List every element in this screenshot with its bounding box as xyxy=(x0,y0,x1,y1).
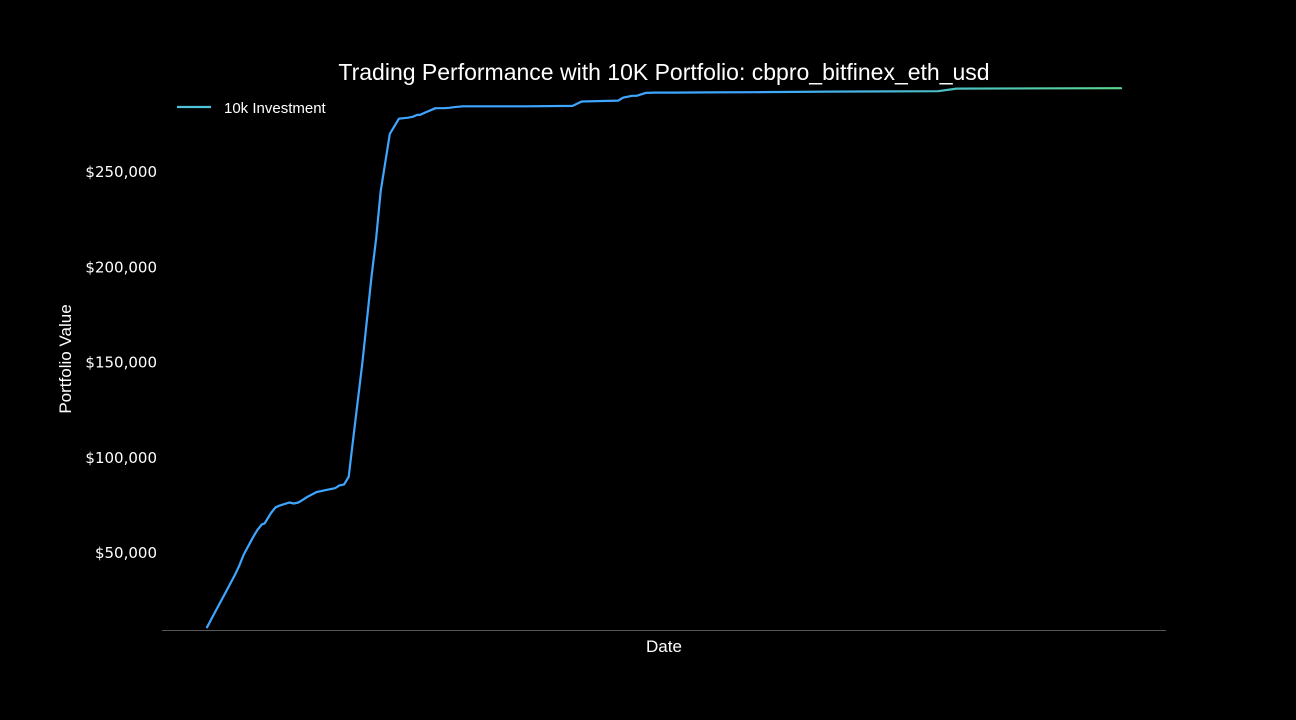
y-tick-label: $200,000 xyxy=(85,258,157,276)
y-tick-label: $100,000 xyxy=(85,449,157,467)
y-axis-ticks: $50,000 $100,000 $150,000 $200,000 $250,000 xyxy=(85,163,157,562)
y-tick-label: $250,000 xyxy=(85,163,157,181)
y-tick-label: $150,000 xyxy=(85,354,157,372)
chart-title: Trading Performance with 10K Portfolio: … xyxy=(338,59,989,85)
legend-label-10k-investment: 10k Investment xyxy=(224,100,327,117)
y-axis-label: Portfolio Value xyxy=(56,304,75,413)
legend: 10k Investment xyxy=(177,100,327,117)
x-axis-label: Date xyxy=(646,637,682,656)
series-line-10k-investment xyxy=(205,87,1123,629)
y-tick-label: $50,000 xyxy=(95,544,157,562)
